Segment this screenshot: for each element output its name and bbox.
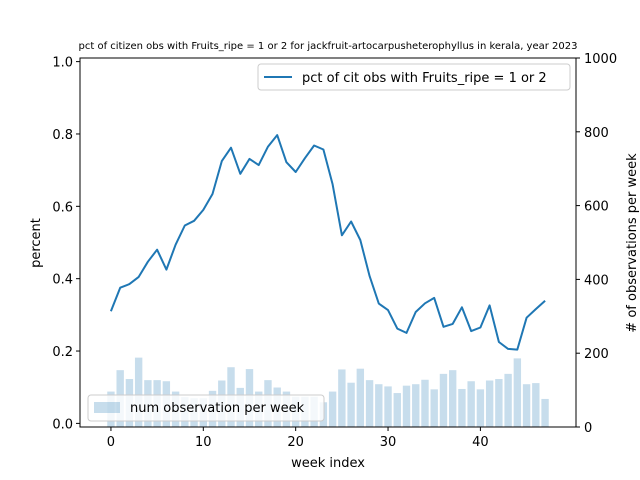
bar-week-33 — [412, 384, 420, 427]
bar-legend-box — [87, 394, 325, 422]
y-left-tick-label: 0.6 — [52, 200, 73, 215]
bar-week-29 — [375, 384, 383, 427]
bar-week-46 — [532, 383, 540, 427]
bar-week-40 — [476, 389, 485, 427]
x-tick-label: 0 — [107, 435, 115, 450]
bar-week-32 — [402, 385, 411, 427]
y-axis-left: 0.0 0.2 0.4 0.6 0.8 1.0 — [52, 56, 80, 432]
y-left-tick-label: 0.0 — [52, 417, 73, 432]
x-axis-label: week index — [291, 456, 365, 471]
y-left-tick-label: 0.2 — [52, 345, 73, 360]
bar-week-37 — [448, 370, 457, 427]
bar-week-34 — [421, 379, 429, 427]
bar-week-26 — [347, 382, 355, 427]
y-axis-right-label: # of observations per week — [625, 153, 640, 333]
y-right-tick-label: 1000 — [584, 52, 617, 67]
bar-week-38 — [458, 388, 466, 427]
bar-week-36 — [439, 373, 448, 427]
bar-week-28 — [365, 380, 374, 427]
bar-week-44 — [513, 358, 522, 427]
bar-week-35 — [430, 389, 438, 427]
y-left-tick-label: 1.0 — [52, 56, 73, 71]
chart-title: pct of citizen obs with Fruits_ripe = 1 … — [79, 41, 578, 52]
x-axis: 0 10 20 30 40 — [107, 427, 489, 450]
y-left-tick-label: 0.4 — [52, 273, 73, 288]
pct-line — [109, 134, 546, 351]
y-axis-right: 0 200 400 600 800 1000 — [576, 52, 617, 436]
y-right-tick-label: 600 — [584, 200, 609, 215]
bar-week-42 — [495, 379, 503, 427]
bar-legend: num observation per week — [87, 394, 325, 422]
bar-week-47 — [541, 398, 549, 427]
bar-week-27 — [356, 368, 365, 427]
y-right-tick-label: 0 — [584, 421, 592, 436]
y-right-tick-label: 400 — [584, 273, 609, 288]
x-tick-label: 30 — [380, 435, 397, 450]
bar-week-39 — [467, 381, 475, 427]
bar-week-25 — [338, 369, 346, 427]
bar-week-3 — [134, 357, 143, 427]
bar-legend-label: num observation per week — [130, 401, 305, 416]
bar-week-41 — [485, 380, 494, 427]
x-tick-label: 20 — [287, 435, 304, 450]
plot-frame — [79, 57, 577, 428]
line-legend: pct of cit obs with Fruits_ripe = 1 or 2 — [257, 63, 571, 91]
y-right-tick-label: 800 — [584, 126, 609, 141]
x-tick-label: 10 — [195, 435, 212, 450]
y-axis-left-label: percent — [29, 218, 44, 268]
y-left-tick-label: 0.8 — [52, 128, 73, 143]
bar-week-43 — [504, 373, 512, 427]
x-tick-label: 40 — [472, 435, 489, 450]
bar-week-30 — [384, 386, 392, 427]
line-series — [109, 134, 546, 351]
line-legend-label: pct of cit obs with Fruits_ripe = 1 or 2 — [302, 71, 547, 86]
bar-week-45 — [522, 384, 531, 427]
bar-legend-swatch — [94, 402, 120, 413]
bar-week-24 — [328, 391, 337, 427]
bar-week-31 — [393, 393, 401, 427]
y-right-tick-label: 200 — [584, 347, 609, 362]
line-legend-box — [257, 63, 571, 91]
